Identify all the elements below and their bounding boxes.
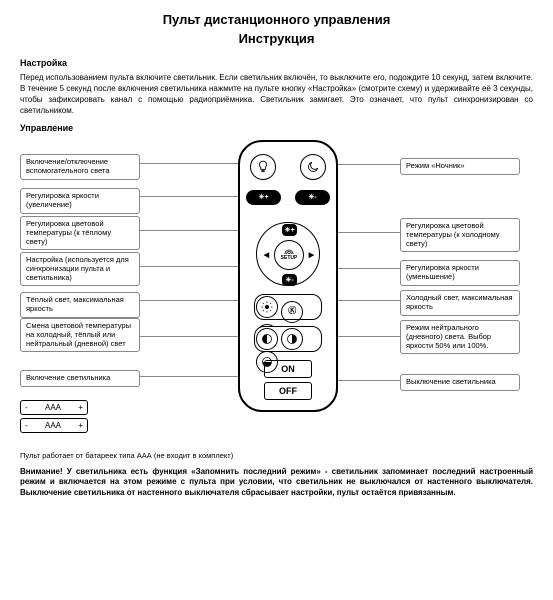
page-title: Пульт дистанционного управления — [20, 12, 533, 29]
battery-2: -AAA+ — [20, 418, 88, 433]
dial-down-icon: ☀- — [282, 274, 297, 286]
label-cold-max: Холодный свет, максимальная яркость — [400, 290, 520, 315]
half-1-icon — [256, 328, 278, 350]
label-aux-light: Включение/отключение вспомогательного св… — [20, 154, 140, 179]
setup-button: SETUP — [274, 240, 304, 270]
warning-text: Внимание! У светильника есть функция «За… — [20, 467, 533, 498]
setup-paragraph: Перед использованием пульта включите све… — [20, 73, 533, 116]
label-warm: Регулировка цветовой температуры (к тёпл… — [20, 216, 140, 250]
dial-right-icon: ▶ — [304, 249, 319, 261]
bulb-icon — [250, 154, 276, 180]
half-2-icon — [281, 328, 303, 350]
dial: ◀ ▶ ☀+ ☀- SETUP — [256, 222, 320, 286]
label-color-switch: Смена цветовой температуры на холодный, … — [20, 318, 140, 352]
k-button: Ⓚ — [281, 301, 303, 323]
label-neutral: Режим нейтрального (дневного) света. Выб… — [400, 320, 520, 354]
moon-icon — [300, 154, 326, 180]
label-off: Выключение светильника — [400, 374, 520, 391]
row-warm-cold: Ⓚ — [254, 294, 322, 320]
remote-diagram: Включение/отключение вспомогательного св… — [20, 138, 533, 448]
label-bright-up: Регулировка яркости (увеличение) — [20, 188, 140, 213]
label-night: Режим «Ночник» — [400, 158, 520, 175]
dial-left-icon: ◀ — [259, 249, 274, 261]
battery-note: Пульт работает от батареек типа ААА (не … — [20, 451, 533, 461]
page-subtitle: Инструкция — [20, 31, 533, 48]
label-setup: Настройка (используется для синхронизаци… — [20, 252, 140, 286]
bright-up-pill: ☀+ — [246, 190, 281, 205]
remote-body: ☀+ ☀- ◀ ▶ ☀+ ☀- SETUP Ⓚ ON OFF — [238, 140, 338, 412]
label-cold: Регулировка цветовой температуры (к холо… — [400, 218, 520, 252]
control-heading: Управление — [20, 123, 533, 135]
battery-1: -AAA+ — [20, 400, 88, 415]
bright-down-pill: ☀- — [295, 190, 330, 205]
on-button: ON — [264, 360, 312, 378]
label-warm-max: Тёплый свет, максимальная яркость — [20, 292, 140, 317]
label-bright-down: Регулировка яркости (уменьшение) — [400, 260, 520, 285]
setup-heading: Настройка — [20, 58, 533, 70]
off-button: OFF — [264, 382, 312, 400]
label-on: Включение светильника — [20, 370, 140, 387]
row-neutral — [254, 326, 322, 352]
dial-up-icon: ☀+ — [282, 224, 297, 236]
sun-filled-icon — [256, 296, 278, 318]
